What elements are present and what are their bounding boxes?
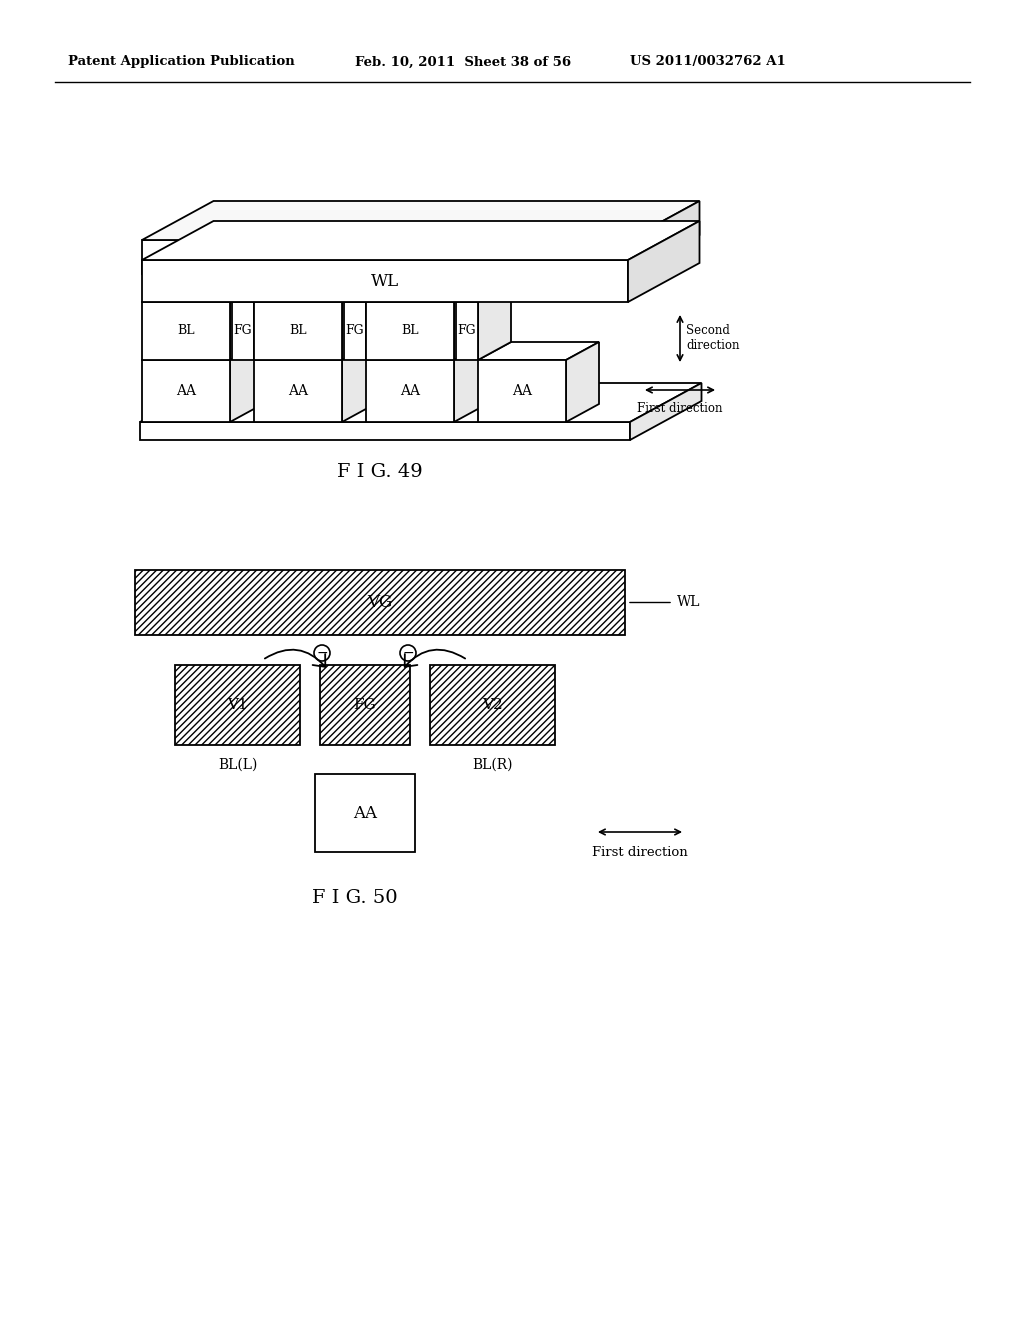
- Polygon shape: [342, 342, 375, 422]
- Polygon shape: [142, 360, 230, 422]
- Polygon shape: [230, 342, 263, 422]
- Text: BL(L): BL(L): [218, 758, 257, 772]
- Circle shape: [400, 645, 416, 661]
- Text: −: −: [402, 645, 414, 660]
- Bar: [135, 570, 625, 635]
- Polygon shape: [230, 284, 263, 360]
- Polygon shape: [454, 342, 487, 422]
- Polygon shape: [142, 240, 628, 275]
- Polygon shape: [254, 284, 375, 302]
- Polygon shape: [478, 342, 599, 360]
- Polygon shape: [454, 284, 487, 360]
- Text: WL: WL: [371, 272, 399, 289]
- FancyArrowPatch shape: [404, 649, 465, 667]
- Polygon shape: [254, 342, 375, 360]
- Polygon shape: [366, 342, 487, 360]
- Text: First direction: First direction: [637, 401, 723, 414]
- Polygon shape: [366, 284, 399, 360]
- Polygon shape: [142, 302, 230, 360]
- Text: F I G. 50: F I G. 50: [312, 888, 397, 907]
- Text: AA: AA: [176, 384, 196, 399]
- Text: US 2011/0032762 A1: US 2011/0032762 A1: [630, 55, 785, 69]
- Polygon shape: [254, 360, 342, 422]
- Text: V2: V2: [482, 698, 503, 711]
- Text: AA: AA: [353, 804, 377, 821]
- Text: V1: V1: [227, 698, 248, 711]
- Text: F I G. 49: F I G. 49: [337, 463, 423, 480]
- Polygon shape: [140, 383, 701, 422]
- Bar: [315, 774, 415, 851]
- Text: −: −: [316, 645, 328, 660]
- Polygon shape: [344, 284, 399, 302]
- FancyArrowPatch shape: [265, 649, 326, 667]
- Text: AA: AA: [288, 384, 308, 399]
- Bar: [175, 665, 300, 744]
- Text: BL(R): BL(R): [472, 758, 513, 772]
- Text: VG: VG: [368, 594, 392, 611]
- Polygon shape: [232, 284, 287, 302]
- Polygon shape: [140, 422, 630, 440]
- Polygon shape: [630, 383, 701, 440]
- Polygon shape: [254, 284, 287, 360]
- Text: Second
direction: Second direction: [686, 323, 739, 352]
- Text: WL: WL: [677, 595, 700, 610]
- Text: AA: AA: [400, 384, 420, 399]
- Polygon shape: [366, 302, 454, 360]
- Polygon shape: [142, 260, 628, 302]
- Bar: [430, 665, 555, 744]
- Polygon shape: [366, 284, 487, 302]
- Text: FG: FG: [233, 325, 252, 338]
- Polygon shape: [478, 284, 511, 360]
- Text: FG: FG: [353, 698, 377, 711]
- Polygon shape: [142, 342, 263, 360]
- Text: BL: BL: [401, 325, 419, 338]
- Polygon shape: [628, 220, 699, 302]
- Polygon shape: [342, 284, 375, 360]
- Bar: [319, 665, 410, 744]
- Polygon shape: [366, 360, 454, 422]
- Polygon shape: [344, 302, 366, 360]
- Polygon shape: [142, 201, 699, 240]
- Polygon shape: [478, 360, 566, 422]
- Polygon shape: [142, 220, 699, 260]
- Text: BL: BL: [289, 325, 307, 338]
- Polygon shape: [566, 342, 599, 422]
- Text: AA: AA: [512, 384, 532, 399]
- Text: FG: FG: [458, 325, 476, 338]
- Polygon shape: [142, 284, 263, 302]
- Text: First direction: First direction: [592, 846, 688, 858]
- Polygon shape: [456, 302, 478, 360]
- Circle shape: [314, 645, 330, 661]
- Polygon shape: [254, 302, 342, 360]
- Polygon shape: [456, 284, 511, 302]
- Polygon shape: [232, 302, 254, 360]
- Text: Patent Application Publication: Patent Application Publication: [68, 55, 295, 69]
- Text: FG: FG: [346, 325, 365, 338]
- Polygon shape: [628, 201, 699, 275]
- Text: Feb. 10, 2011  Sheet 38 of 56: Feb. 10, 2011 Sheet 38 of 56: [355, 55, 571, 69]
- Text: BL: BL: [177, 325, 195, 338]
